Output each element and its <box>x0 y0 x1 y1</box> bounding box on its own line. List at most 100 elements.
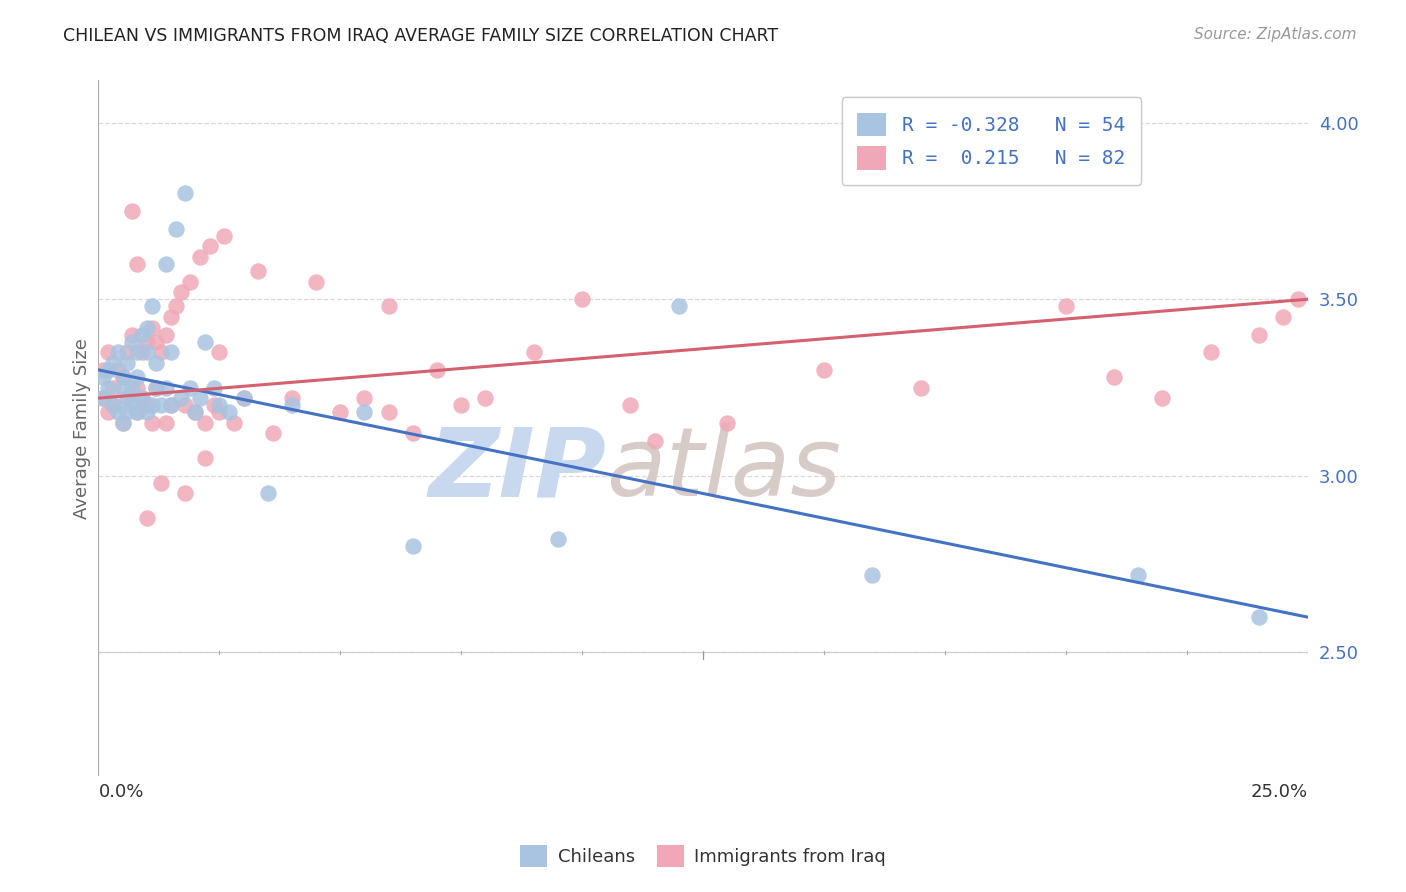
Point <box>1272 310 1295 324</box>
Point <box>155 416 177 430</box>
Point <box>141 299 163 313</box>
Point <box>174 398 197 412</box>
Text: atlas: atlas <box>606 424 841 516</box>
Point <box>813 363 835 377</box>
Point <box>188 391 211 405</box>
Point <box>165 299 187 313</box>
Point <box>127 405 149 419</box>
Point <box>619 398 641 412</box>
Point <box>97 405 120 419</box>
Point <box>208 345 231 359</box>
Point <box>117 405 139 419</box>
Point <box>305 275 328 289</box>
Point <box>1249 610 1271 624</box>
Point <box>111 370 134 384</box>
Point <box>135 345 157 359</box>
Legend: R = -0.328   N = 54, R =  0.215   N = 82: R = -0.328 N = 54, R = 0.215 N = 82 <box>842 97 1140 186</box>
Point <box>117 391 139 405</box>
Point <box>218 405 240 419</box>
Point <box>107 363 129 377</box>
Point <box>402 426 425 441</box>
Point <box>353 405 375 419</box>
Point <box>101 380 124 394</box>
Point <box>107 345 129 359</box>
Point <box>160 345 183 359</box>
Point <box>1152 391 1174 405</box>
Point <box>668 299 690 313</box>
Point <box>127 345 149 359</box>
Point <box>111 416 134 430</box>
Point <box>91 391 114 405</box>
Point <box>910 380 932 394</box>
Point <box>135 398 157 412</box>
Point <box>232 391 254 405</box>
Point <box>111 416 134 430</box>
Point <box>160 398 183 412</box>
Point <box>169 391 191 405</box>
Point <box>117 345 139 359</box>
Point <box>377 405 399 419</box>
Point <box>450 398 472 412</box>
Point <box>131 391 153 405</box>
Point <box>155 327 177 342</box>
Point <box>165 221 187 235</box>
Point <box>571 292 593 306</box>
Point <box>135 511 157 525</box>
Point <box>97 380 120 394</box>
Point <box>1249 327 1271 342</box>
Point <box>198 239 221 253</box>
Point <box>194 451 217 466</box>
Point <box>232 391 254 405</box>
Point <box>91 363 114 377</box>
Point <box>402 540 425 554</box>
Point <box>141 398 163 412</box>
Point <box>644 434 666 448</box>
Point <box>145 380 167 394</box>
Point <box>91 370 114 384</box>
Point <box>329 405 352 419</box>
Text: Source: ZipAtlas.com: Source: ZipAtlas.com <box>1194 27 1357 42</box>
Point <box>716 416 738 430</box>
Point <box>150 398 173 412</box>
Point <box>1128 567 1150 582</box>
Point <box>474 391 496 405</box>
Point <box>101 356 124 370</box>
Point <box>184 405 207 419</box>
Point <box>145 380 167 394</box>
Point <box>121 380 143 394</box>
Point <box>121 334 143 349</box>
Point <box>174 486 197 500</box>
Point <box>127 370 149 384</box>
Point <box>145 334 167 349</box>
Point <box>160 310 183 324</box>
Point <box>174 186 197 201</box>
Point <box>212 228 235 243</box>
Point <box>127 405 149 419</box>
Point <box>127 380 149 394</box>
Point <box>547 533 569 547</box>
Point <box>256 486 278 500</box>
Point <box>141 320 163 334</box>
Point <box>222 416 245 430</box>
Point <box>179 275 201 289</box>
Point <box>111 380 134 394</box>
Point <box>117 356 139 370</box>
Point <box>127 257 149 271</box>
Point <box>131 327 153 342</box>
Point <box>860 567 883 582</box>
Point <box>1054 299 1077 313</box>
Point <box>111 370 134 384</box>
Point <box>150 345 173 359</box>
Point <box>204 380 226 394</box>
Point <box>141 416 163 430</box>
Point <box>184 405 207 419</box>
Point <box>121 203 143 218</box>
Point <box>135 334 157 349</box>
Point <box>1102 370 1125 384</box>
Point <box>135 405 157 419</box>
Point <box>426 363 449 377</box>
Y-axis label: Average Family Size: Average Family Size <box>73 338 91 518</box>
Point <box>281 391 304 405</box>
Point <box>281 398 304 412</box>
Point <box>117 391 139 405</box>
